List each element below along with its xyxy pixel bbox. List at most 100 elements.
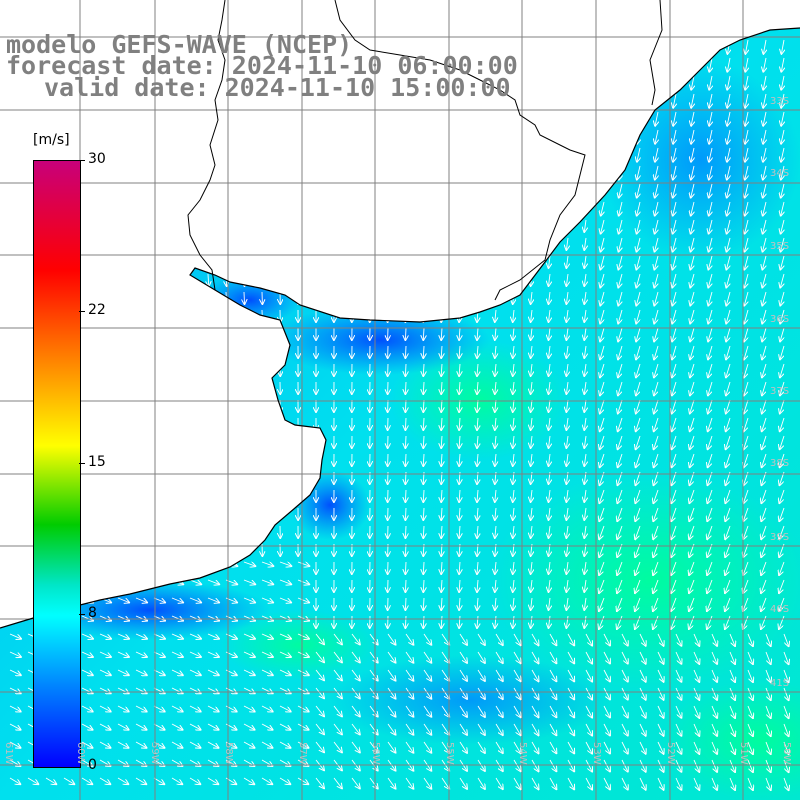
wind-arrow	[654, 381, 659, 395]
wind-arrow	[28, 291, 30, 304]
wind-arrow	[226, 381, 227, 394]
wind-arrow	[513, 435, 514, 448]
wind-arrow	[190, 219, 191, 232]
wind-arrow	[781, 111, 784, 126]
wind-arrow	[405, 417, 406, 430]
wind-arrow	[531, 183, 532, 196]
wind-arrow	[172, 111, 173, 124]
wind-arrow	[691, 111, 694, 126]
longitude-label: 51W	[738, 742, 749, 765]
wind-arrow	[208, 201, 209, 214]
wind-arrow	[781, 237, 785, 252]
wind-arrow	[531, 57, 532, 70]
wind-arrow	[654, 453, 659, 467]
wind-arrow	[691, 147, 694, 162]
wind-arrow	[495, 651, 503, 663]
wind-arrow	[28, 255, 30, 268]
wind-arrow	[584, 201, 586, 214]
wind-arrow	[190, 417, 191, 430]
wind-arrow	[189, 597, 201, 603]
wind-arrow	[136, 327, 137, 340]
wind-arrow	[513, 417, 514, 430]
wind-arrow	[549, 669, 556, 681]
wind-arrow	[459, 111, 460, 124]
wind-arrow	[566, 183, 568, 196]
wind-arrow	[405, 291, 406, 304]
wind-arrow	[585, 633, 592, 646]
wind-arrow	[727, 75, 730, 90]
wind-arrow	[441, 237, 442, 250]
wind-arrow	[549, 525, 551, 538]
wind-arrow	[387, 669, 396, 681]
wind-arrow	[136, 453, 137, 466]
wind-arrow	[459, 165, 460, 178]
wind-arrow	[765, 669, 771, 682]
wind-arrow	[477, 327, 478, 340]
wind-arrow	[779, 561, 785, 575]
wind-arrow	[118, 507, 119, 520]
wind-arrow	[637, 75, 640, 90]
wind-arrow	[244, 111, 245, 124]
wind-arrow	[82, 525, 84, 538]
wind-arrow	[635, 579, 641, 593]
wind-arrow	[584, 453, 586, 466]
colorbar-label-15: 15	[88, 454, 106, 470]
wind-arrow	[441, 327, 442, 340]
wind-arrow	[655, 165, 658, 180]
wind-arrow	[636, 417, 641, 431]
wind-arrow	[653, 525, 659, 539]
wind-arrow	[599, 507, 605, 521]
wind-arrow	[513, 381, 514, 394]
wind-arrow	[441, 399, 442, 412]
wind-arrow	[10, 453, 12, 466]
wind-arrow	[495, 183, 496, 196]
wind-arrow	[584, 273, 586, 286]
wind-arrow	[441, 687, 449, 699]
wind-arrow	[208, 417, 209, 430]
wind-arrow	[531, 237, 532, 250]
wind-arrow	[459, 417, 460, 430]
wind-arrow	[531, 489, 532, 502]
wind-arrow	[655, 147, 658, 162]
wind-arrow	[459, 579, 460, 592]
wind-arrow	[190, 255, 191, 268]
wind-arrow	[28, 147, 30, 160]
wind-arrow	[136, 183, 137, 196]
wind-arrow	[28, 345, 30, 358]
wind-arrow	[10, 345, 12, 358]
wind-arrow	[244, 507, 245, 520]
wind-arrow	[207, 562, 219, 566]
wind-arrow	[405, 579, 406, 592]
wind-arrow	[672, 309, 676, 324]
wind-arrow	[549, 111, 551, 124]
wind-arrow	[261, 597, 273, 603]
wind-arrow	[566, 57, 568, 70]
wind-arrow	[423, 165, 424, 178]
wind-arrow	[709, 201, 712, 216]
wind-arrow	[617, 561, 623, 575]
wind-arrow	[369, 651, 378, 663]
wind-arrow	[99, 633, 111, 639]
wind-arrow	[637, 165, 640, 180]
wind-arrow	[190, 111, 191, 124]
wind-arrow	[100, 327, 101, 340]
wind-arrow	[707, 561, 713, 575]
wind-arrow	[244, 183, 245, 196]
wind-arrow	[708, 363, 713, 377]
wind-arrow	[118, 327, 119, 340]
wind-arrow	[261, 562, 273, 566]
wind-arrow	[745, 39, 748, 54]
wind-arrow	[635, 507, 641, 521]
wind-arrow	[765, 651, 771, 664]
wind-arrow	[618, 327, 623, 341]
wind-arrow	[531, 561, 532, 574]
wind-arrow	[584, 255, 586, 268]
wind-arrow	[601, 75, 604, 90]
wind-arrow	[459, 363, 460, 376]
wind-arrow	[244, 381, 245, 394]
wind-arrow	[190, 291, 191, 304]
wind-arrow	[637, 183, 640, 198]
latitude-label: 41S	[770, 678, 790, 689]
wind-arrow	[709, 93, 712, 108]
wind-arrow	[459, 633, 467, 645]
